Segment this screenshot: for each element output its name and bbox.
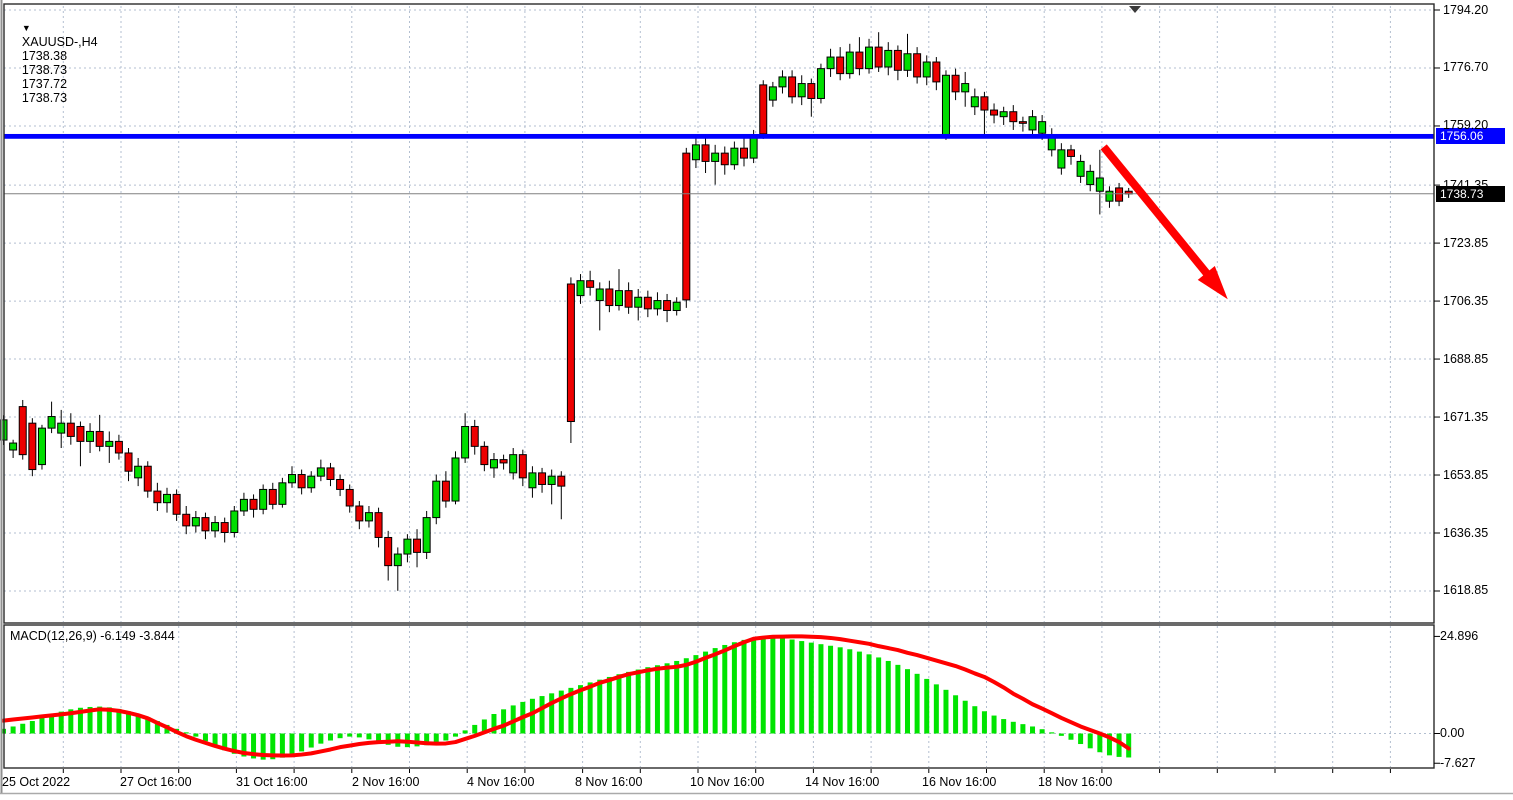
macd-histogram bbox=[1, 636, 1132, 760]
price-tick-label: 1636.35 bbox=[1443, 525, 1489, 540]
price-tick-label: 1653.85 bbox=[1443, 467, 1489, 482]
quote-low: 1737.72 bbox=[21, 77, 68, 91]
quote-open: 1738.38 bbox=[21, 49, 68, 63]
time-tick-label: 14 Nov 16:00 bbox=[805, 775, 880, 789]
time-tick-label: 2 Nov 16:00 bbox=[352, 775, 420, 789]
time-tick-label: 16 Nov 16:00 bbox=[922, 775, 997, 789]
chart-shift-marker-icon[interactable] bbox=[1129, 6, 1141, 13]
macd-tick-label: 0.00 bbox=[1440, 726, 1465, 740]
chart-header: ▼ XAUUSD-,H4 1738.38 1738.73 1737.72 173… bbox=[8, 7, 102, 119]
price-tick-label: 1706.35 bbox=[1443, 293, 1489, 308]
price-tick-label: 1671.35 bbox=[1443, 409, 1489, 424]
time-tick-label: 18 Nov 16:00 bbox=[1038, 775, 1113, 789]
macd-indicator-label: MACD(12,26,9) -6.149 -3.844 bbox=[10, 629, 175, 643]
symbol-timeframe-label: XAUUSD-,H4 bbox=[21, 35, 98, 49]
price-tick-label: 1741.35 bbox=[1443, 177, 1489, 192]
time-tick-label: 8 Nov 16:00 bbox=[575, 775, 643, 789]
macd-tick-label: -7.627 bbox=[1440, 755, 1476, 770]
time-tick-label: 31 Oct 16:00 bbox=[236, 775, 308, 789]
price-tick-label: 1776.70 bbox=[1443, 60, 1489, 75]
quote-close: 1738.73 bbox=[21, 91, 68, 105]
macd-tick-label: 24.896 bbox=[1440, 628, 1479, 643]
hline-price-badge: 1756.06 bbox=[1436, 128, 1505, 145]
time-tick-label: 10 Nov 16:00 bbox=[690, 775, 765, 789]
time-tick-label: 27 Oct 16:00 bbox=[120, 775, 192, 789]
candles bbox=[0, 32, 1133, 591]
price-tick-label: 1759.20 bbox=[1443, 118, 1489, 133]
chart-dropdown-icon[interactable]: ▼ bbox=[21, 23, 31, 33]
current-price-badge: 1738.73 bbox=[1436, 185, 1505, 202]
trend-arrow-object[interactable] bbox=[1100, 144, 1228, 300]
time-tick-label: 25 Oct 2022 bbox=[2, 775, 71, 789]
price-tick-label: 1794.20 bbox=[1443, 2, 1489, 17]
time-tick-label: 4 Nov 16:00 bbox=[467, 775, 535, 789]
macd-signal-line bbox=[1, 634, 1131, 758]
horizontal-line-object[interactable] bbox=[4, 133, 1434, 139]
price-tick-label: 1688.85 bbox=[1443, 351, 1489, 366]
price-tick-label: 1618.85 bbox=[1443, 583, 1489, 598]
price-tick-label: 1723.85 bbox=[1443, 235, 1489, 250]
quote-high: 1738.73 bbox=[21, 63, 68, 77]
